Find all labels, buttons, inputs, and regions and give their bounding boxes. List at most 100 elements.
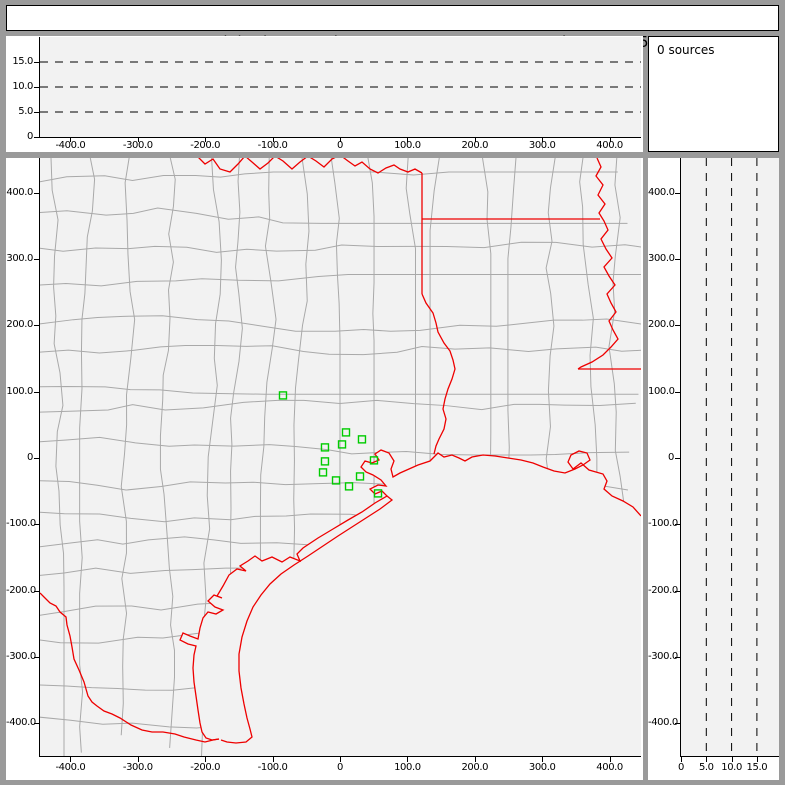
tick-label: 10.0 bbox=[12, 81, 33, 92]
county-boundaries bbox=[40, 158, 641, 756]
tick-label: 10.0 bbox=[721, 762, 742, 773]
tick-mark bbox=[340, 757, 341, 762]
altitude-ns-panel: 400.0 300.0 200.0 100.0 0 -100.0 -200.0 -300.0 -… bbox=[648, 158, 779, 780]
tick-mark bbox=[675, 325, 680, 327]
altitude-ns-gridlines bbox=[705, 158, 758, 756]
tick-label: 400.0 bbox=[596, 140, 623, 151]
tick-label: 100.0 bbox=[648, 385, 675, 397]
tick-label: 200.0 bbox=[6, 319, 33, 331]
map-svg bbox=[40, 158, 641, 756]
tick-mark bbox=[756, 757, 758, 762]
tick-mark bbox=[474, 757, 476, 762]
lma-station-markers bbox=[278, 391, 383, 498]
station-marker bbox=[344, 482, 354, 491]
tick-mark bbox=[731, 757, 733, 762]
tick-label: -300.0 bbox=[648, 650, 678, 662]
tick-label: -100.0 bbox=[6, 518, 36, 530]
station-marker bbox=[369, 456, 379, 465]
tick-label: -400.0 bbox=[55, 140, 86, 151]
tick-mark bbox=[474, 137, 476, 142]
station-marker bbox=[331, 476, 341, 485]
tick-label: -300.0 bbox=[122, 140, 153, 151]
sources-panel: 0 sources bbox=[648, 36, 779, 152]
tick-label: 200.0 bbox=[648, 319, 675, 331]
tick-mark bbox=[34, 137, 40, 138]
altitude-ew-plot-area bbox=[39, 37, 641, 138]
tick-label: 0 bbox=[27, 452, 33, 463]
tick-label: -200.0 bbox=[6, 584, 36, 596]
tick-label: -400.0 bbox=[55, 762, 86, 773]
tick-label: 200.0 bbox=[461, 762, 489, 773]
tick-label: 300.0 bbox=[648, 253, 675, 265]
tick-label: 0 bbox=[27, 131, 33, 142]
tick-mark bbox=[205, 137, 207, 142]
tick-label: 15.0 bbox=[746, 762, 768, 773]
tick-label: 0 bbox=[337, 762, 343, 773]
tick-label: 300.0 bbox=[6, 253, 33, 265]
tick-mark bbox=[542, 137, 544, 142]
tick-mark bbox=[34, 325, 40, 327]
tick-mark bbox=[34, 391, 40, 393]
tick-label: 200.0 bbox=[461, 140, 489, 151]
tick-mark bbox=[205, 757, 207, 762]
tick-label: 0 bbox=[678, 762, 684, 773]
tick-label: 5.0 bbox=[698, 762, 714, 773]
tick-mark bbox=[34, 590, 40, 592]
tick-mark bbox=[137, 137, 139, 142]
tick-mark bbox=[675, 723, 680, 725]
tick-mark bbox=[70, 137, 72, 142]
altitude-ns-plot-area bbox=[680, 158, 779, 757]
tick-label: 0 bbox=[337, 140, 343, 151]
station-marker bbox=[278, 391, 288, 400]
tick-label: -300.0 bbox=[122, 762, 153, 773]
tick-mark bbox=[675, 590, 680, 592]
tick-label: 100.0 bbox=[6, 385, 33, 397]
tick-mark bbox=[681, 757, 682, 762]
tick-mark bbox=[70, 757, 72, 762]
tick-label: -200.0 bbox=[648, 584, 678, 596]
altitude-ew-gridlines bbox=[40, 61, 641, 113]
station-marker bbox=[320, 443, 330, 452]
tick-mark bbox=[675, 656, 680, 658]
tick-mark bbox=[34, 192, 40, 194]
tick-mark bbox=[34, 524, 40, 526]
tick-mark bbox=[272, 137, 274, 142]
tick-label: 400.0 bbox=[648, 186, 675, 198]
tick-mark bbox=[675, 458, 680, 459]
tick-label: -400.0 bbox=[6, 717, 36, 729]
tick-label: -400.0 bbox=[648, 717, 678, 729]
tick-label: 300.0 bbox=[528, 762, 556, 773]
map-plot-area bbox=[39, 158, 641, 757]
tick-mark bbox=[407, 137, 409, 142]
station-marker bbox=[373, 489, 383, 498]
tick-label: 100.0 bbox=[394, 140, 421, 151]
station-marker bbox=[355, 472, 365, 481]
tick-mark bbox=[34, 458, 40, 459]
sources-count-label: 0 sources bbox=[657, 43, 715, 57]
station-marker bbox=[320, 457, 330, 466]
tick-mark bbox=[706, 757, 708, 762]
tick-mark bbox=[34, 723, 40, 725]
tick-mark bbox=[340, 137, 341, 142]
tick-mark bbox=[675, 259, 680, 261]
state-borders-and-coastline bbox=[40, 158, 641, 744]
station-marker bbox=[337, 440, 347, 449]
tick-label: -100.0 bbox=[257, 762, 288, 773]
station-marker bbox=[357, 435, 367, 444]
tick-mark bbox=[609, 137, 611, 142]
tick-mark bbox=[609, 757, 611, 762]
tick-label: -300.0 bbox=[6, 650, 36, 662]
tick-mark bbox=[34, 87, 40, 88]
tick-mark bbox=[272, 757, 274, 762]
tick-label: 300.0 bbox=[528, 140, 556, 151]
tick-label: -200.0 bbox=[190, 140, 221, 151]
tick-mark bbox=[675, 524, 680, 526]
title-bar: Houston Lightning Mapping Array 0800-090… bbox=[6, 5, 779, 51]
tick-mark bbox=[407, 757, 409, 762]
tick-mark bbox=[137, 757, 139, 762]
station-marker bbox=[341, 428, 351, 437]
tick-mark bbox=[34, 259, 40, 261]
altitude-ew-panel: 0 5.0 10.0 15.0 -400.0 -300.0 -200.0 -100.0 0 100… bbox=[6, 36, 643, 152]
station-marker bbox=[318, 468, 328, 477]
tick-label: 400.0 bbox=[6, 186, 33, 198]
